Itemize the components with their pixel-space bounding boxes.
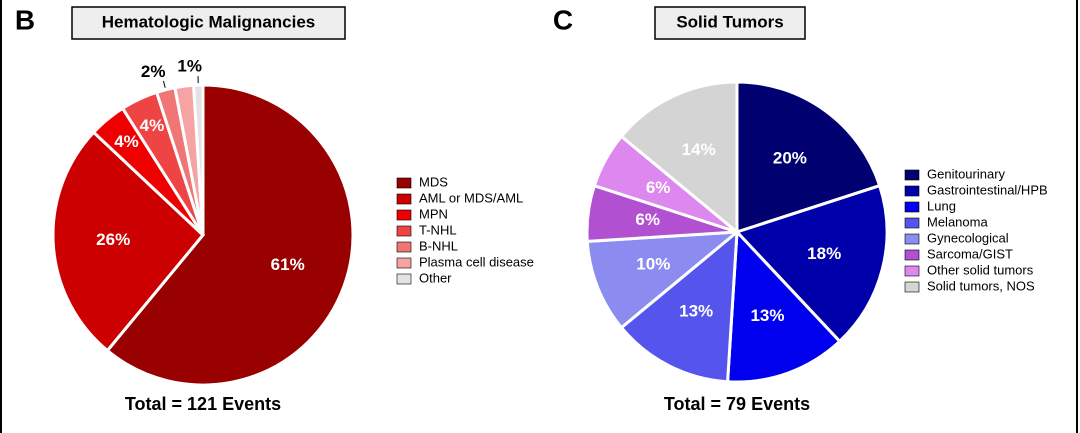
total-label: Total = 79 Events	[664, 394, 810, 414]
value-label: 20%	[773, 149, 807, 168]
value-label: 6%	[646, 178, 671, 197]
value-label: 10%	[636, 255, 670, 274]
value-label: 4%	[114, 132, 139, 151]
pie-slice	[51, 130, 206, 353]
legend-swatch	[904, 281, 920, 293]
legend-swatch	[396, 177, 412, 189]
pie-slice	[735, 80, 882, 235]
legend-label: MPN	[419, 206, 448, 221]
legend-label: AML or MDS/AML	[419, 190, 523, 205]
legend-label: Sarcoma/GIST	[927, 246, 1013, 261]
legend-swatch	[396, 193, 412, 205]
legend-swatch	[396, 241, 412, 253]
value-label: 18%	[807, 244, 841, 263]
chart-title: Hematologic Malignancies	[102, 12, 316, 31]
pie-slice	[191, 83, 205, 236]
legend-swatch	[904, 233, 920, 245]
legend-label: T-NHL	[419, 222, 457, 237]
value-label: 6%	[635, 210, 660, 229]
value-label: 26%	[96, 230, 130, 249]
legend-swatch	[396, 273, 412, 285]
pie-slice	[585, 230, 742, 330]
title-box	[71, 6, 346, 40]
legend-swatch	[904, 185, 920, 197]
pie-slice	[734, 183, 889, 344]
legend-swatch	[904, 217, 920, 229]
legend-swatch	[396, 257, 412, 269]
value-label: 1%	[177, 57, 202, 76]
legend-swatch	[396, 225, 412, 237]
legend-label: Other	[419, 270, 452, 285]
leader-line	[162, 80, 166, 88]
legend-label: Plasma cell disease	[419, 254, 534, 269]
legend-label: MDS	[419, 174, 448, 189]
legend-swatch	[396, 209, 412, 221]
value-label: 61%	[271, 255, 305, 274]
pie-slice	[619, 228, 739, 384]
value-label: 14%	[682, 140, 716, 159]
legend-label: Lung	[927, 198, 956, 213]
legend-label: Gastrointestinal/HPB	[927, 182, 1048, 197]
legend-label: Solid tumors, NOS	[927, 278, 1035, 293]
title-box	[654, 6, 806, 40]
pie-slice	[105, 83, 355, 387]
legend-label: Other solid tumors	[927, 262, 1034, 277]
panel-label: C	[553, 4, 573, 35]
value-label: 4%	[140, 116, 165, 135]
legend-label: Gynecological	[927, 230, 1009, 245]
legend-swatch	[904, 249, 920, 261]
legend-label: Genitourinary	[927, 166, 1006, 181]
legend-label: B-NHL	[419, 238, 458, 253]
total-label: Total = 121 Events	[125, 394, 281, 414]
value-label: 13%	[750, 306, 784, 325]
chart-title: Solid Tumors	[676, 12, 783, 31]
value-label: 13%	[679, 302, 713, 321]
legend-label: Melanoma	[927, 214, 988, 229]
pie-slice	[725, 228, 842, 384]
legend-swatch	[904, 169, 920, 181]
pie-slice	[619, 80, 739, 236]
legend-swatch	[904, 265, 920, 277]
panel-label: B	[15, 4, 35, 35]
value-label: 2%	[141, 62, 166, 81]
legend-swatch	[904, 201, 920, 213]
